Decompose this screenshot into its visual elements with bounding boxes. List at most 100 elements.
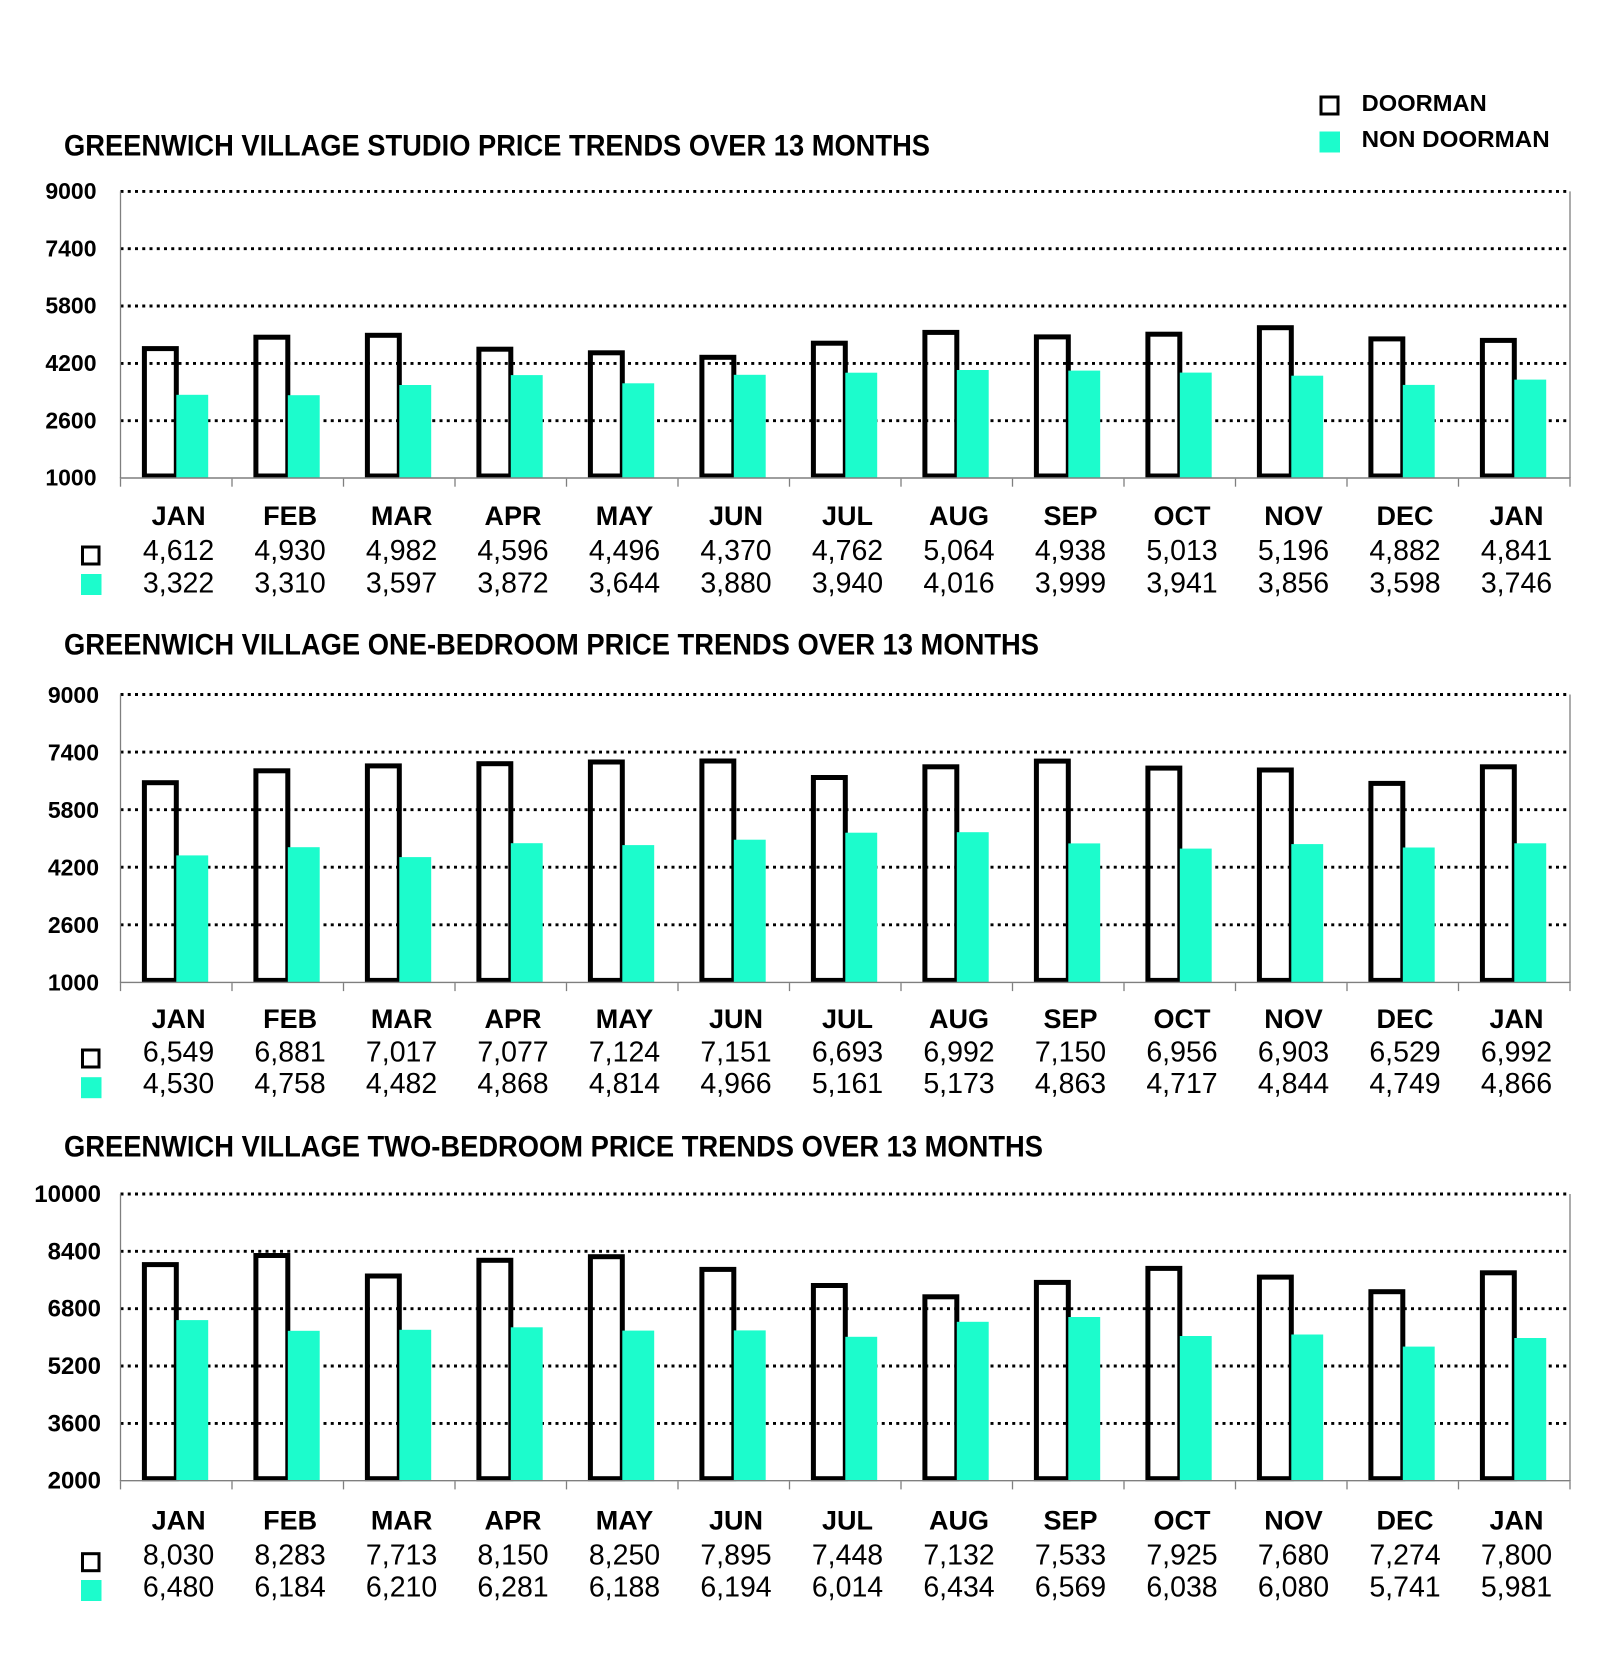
svg-text:8,150: 8,150 (477, 1540, 548, 1572)
svg-text:5,981: 5,981 (1481, 1572, 1552, 1604)
svg-text:FEB: FEB (263, 501, 317, 531)
svg-text:6,529: 6,529 (1369, 1036, 1440, 1068)
svg-text:4,863: 4,863 (1035, 1068, 1106, 1100)
svg-text:GREENWICH VILLAGE TWO-BEDROOM: GREENWICH VILLAGE TWO-BEDROOM PRICE TREN… (64, 1131, 1043, 1164)
svg-text:4200: 4200 (45, 350, 96, 376)
svg-text:6,184: 6,184 (254, 1572, 325, 1604)
svg-text:JUN: JUN (709, 1505, 763, 1535)
svg-text:JUN: JUN (709, 501, 763, 531)
svg-text:APR: APR (484, 1505, 541, 1535)
svg-text:4,982: 4,982 (366, 535, 437, 567)
svg-text:6,080: 6,080 (1258, 1572, 1329, 1604)
svg-text:6,188: 6,188 (589, 1572, 660, 1604)
svg-text:3,941: 3,941 (1146, 568, 1217, 600)
svg-text:6,569: 6,569 (1035, 1572, 1106, 1604)
svg-text:4200: 4200 (48, 855, 99, 881)
svg-text:4,882: 4,882 (1369, 535, 1440, 567)
svg-text:4,762: 4,762 (812, 535, 883, 567)
svg-text:JAN: JAN (152, 1505, 206, 1535)
svg-text:SEP: SEP (1043, 1004, 1097, 1034)
svg-text:7,151: 7,151 (700, 1036, 771, 1068)
svg-text:4,841: 4,841 (1481, 535, 1552, 567)
svg-text:NON DOORMAN: NON DOORMAN (1362, 126, 1550, 152)
svg-text:7,448: 7,448 (812, 1540, 883, 1572)
svg-text:MAR: MAR (371, 1004, 433, 1034)
svg-text:7,925: 7,925 (1146, 1540, 1217, 1572)
svg-text:6,549: 6,549 (143, 1036, 214, 1068)
svg-text:1000: 1000 (45, 465, 96, 491)
svg-text:6,881: 6,881 (254, 1036, 325, 1068)
svg-text:6,434: 6,434 (923, 1572, 994, 1604)
svg-text:SEP: SEP (1043, 1505, 1097, 1535)
svg-text:3,999: 3,999 (1035, 568, 1106, 600)
svg-text:4,930: 4,930 (254, 535, 325, 567)
svg-text:10000: 10000 (34, 1181, 101, 1208)
svg-text:4,938: 4,938 (1035, 535, 1106, 567)
svg-text:5,173: 5,173 (923, 1068, 994, 1100)
svg-text:AUG: AUG (929, 501, 989, 531)
svg-text:4,814: 4,814 (589, 1068, 660, 1100)
svg-text:5,741: 5,741 (1369, 1572, 1440, 1604)
svg-text:6,992: 6,992 (923, 1036, 994, 1068)
svg-text:3,856: 3,856 (1258, 568, 1329, 600)
svg-text:8,030: 8,030 (143, 1540, 214, 1572)
svg-text:4,966: 4,966 (700, 1068, 771, 1100)
svg-text:6,014: 6,014 (812, 1572, 883, 1604)
svg-text:4,749: 4,749 (1369, 1068, 1440, 1100)
svg-text:7400: 7400 (45, 235, 96, 261)
svg-text:3,880: 3,880 (700, 568, 771, 600)
svg-text:6,194: 6,194 (700, 1572, 771, 1604)
svg-text:FEB: FEB (263, 1004, 317, 1034)
svg-text:7,713: 7,713 (366, 1540, 437, 1572)
svg-text:4,844: 4,844 (1258, 1068, 1329, 1100)
svg-text:3,310: 3,310 (254, 568, 325, 600)
svg-text:MAR: MAR (371, 501, 433, 531)
svg-text:JUL: JUL (822, 1505, 873, 1535)
svg-text:APR: APR (484, 1004, 541, 1034)
svg-text:MAY: MAY (596, 1505, 654, 1535)
svg-text:2600: 2600 (48, 912, 99, 938)
svg-text:DEC: DEC (1376, 1004, 1433, 1034)
svg-text:DEC: DEC (1376, 501, 1433, 531)
svg-text:8400: 8400 (48, 1238, 101, 1265)
svg-text:JAN: JAN (1489, 1505, 1543, 1535)
svg-text:1000: 1000 (48, 970, 99, 996)
svg-text:2600: 2600 (45, 407, 96, 433)
svg-text:NOV: NOV (1264, 501, 1323, 531)
svg-text:2000: 2000 (48, 1468, 101, 1495)
svg-text:3,644: 3,644 (589, 568, 660, 600)
svg-text:4,482: 4,482 (366, 1068, 437, 1100)
svg-text:5,013: 5,013 (1146, 535, 1217, 567)
svg-text:JUN: JUN (709, 1004, 763, 1034)
svg-text:APR: APR (484, 501, 541, 531)
svg-text:JUL: JUL (822, 1004, 873, 1034)
svg-text:DOORMAN: DOORMAN (1362, 90, 1487, 116)
svg-text:5,161: 5,161 (812, 1068, 883, 1100)
svg-text:FEB: FEB (263, 1505, 317, 1535)
svg-text:3,746: 3,746 (1481, 568, 1552, 600)
svg-text:8,283: 8,283 (254, 1540, 325, 1572)
svg-text:5800: 5800 (45, 293, 96, 319)
svg-text:4,868: 4,868 (477, 1068, 548, 1100)
svg-text:3600: 3600 (48, 1410, 101, 1437)
svg-text:3,872: 3,872 (477, 568, 548, 600)
svg-text:9000: 9000 (48, 682, 99, 708)
svg-text:MAY: MAY (596, 1004, 654, 1034)
svg-text:3,597: 3,597 (366, 568, 437, 600)
svg-text:GREENWICH VILLAGE STUDIO PRICE: GREENWICH VILLAGE STUDIO PRICE TRENDS OV… (64, 130, 930, 163)
svg-text:SEP: SEP (1043, 501, 1097, 531)
svg-text:6,038: 6,038 (1146, 1572, 1217, 1604)
svg-text:JAN: JAN (152, 501, 206, 531)
svg-text:JAN: JAN (1489, 501, 1543, 531)
svg-text:9000: 9000 (45, 178, 96, 204)
svg-text:4,496: 4,496 (589, 535, 660, 567)
svg-text:6,992: 6,992 (1481, 1036, 1552, 1068)
svg-text:4,758: 4,758 (254, 1068, 325, 1100)
svg-text:OCT: OCT (1154, 1505, 1212, 1535)
svg-text:6,956: 6,956 (1146, 1036, 1217, 1068)
svg-text:OCT: OCT (1154, 501, 1212, 531)
svg-text:5,196: 5,196 (1258, 535, 1329, 567)
svg-text:JUL: JUL (822, 501, 873, 531)
svg-text:5,064: 5,064 (923, 535, 994, 567)
svg-text:6800: 6800 (48, 1296, 101, 1323)
